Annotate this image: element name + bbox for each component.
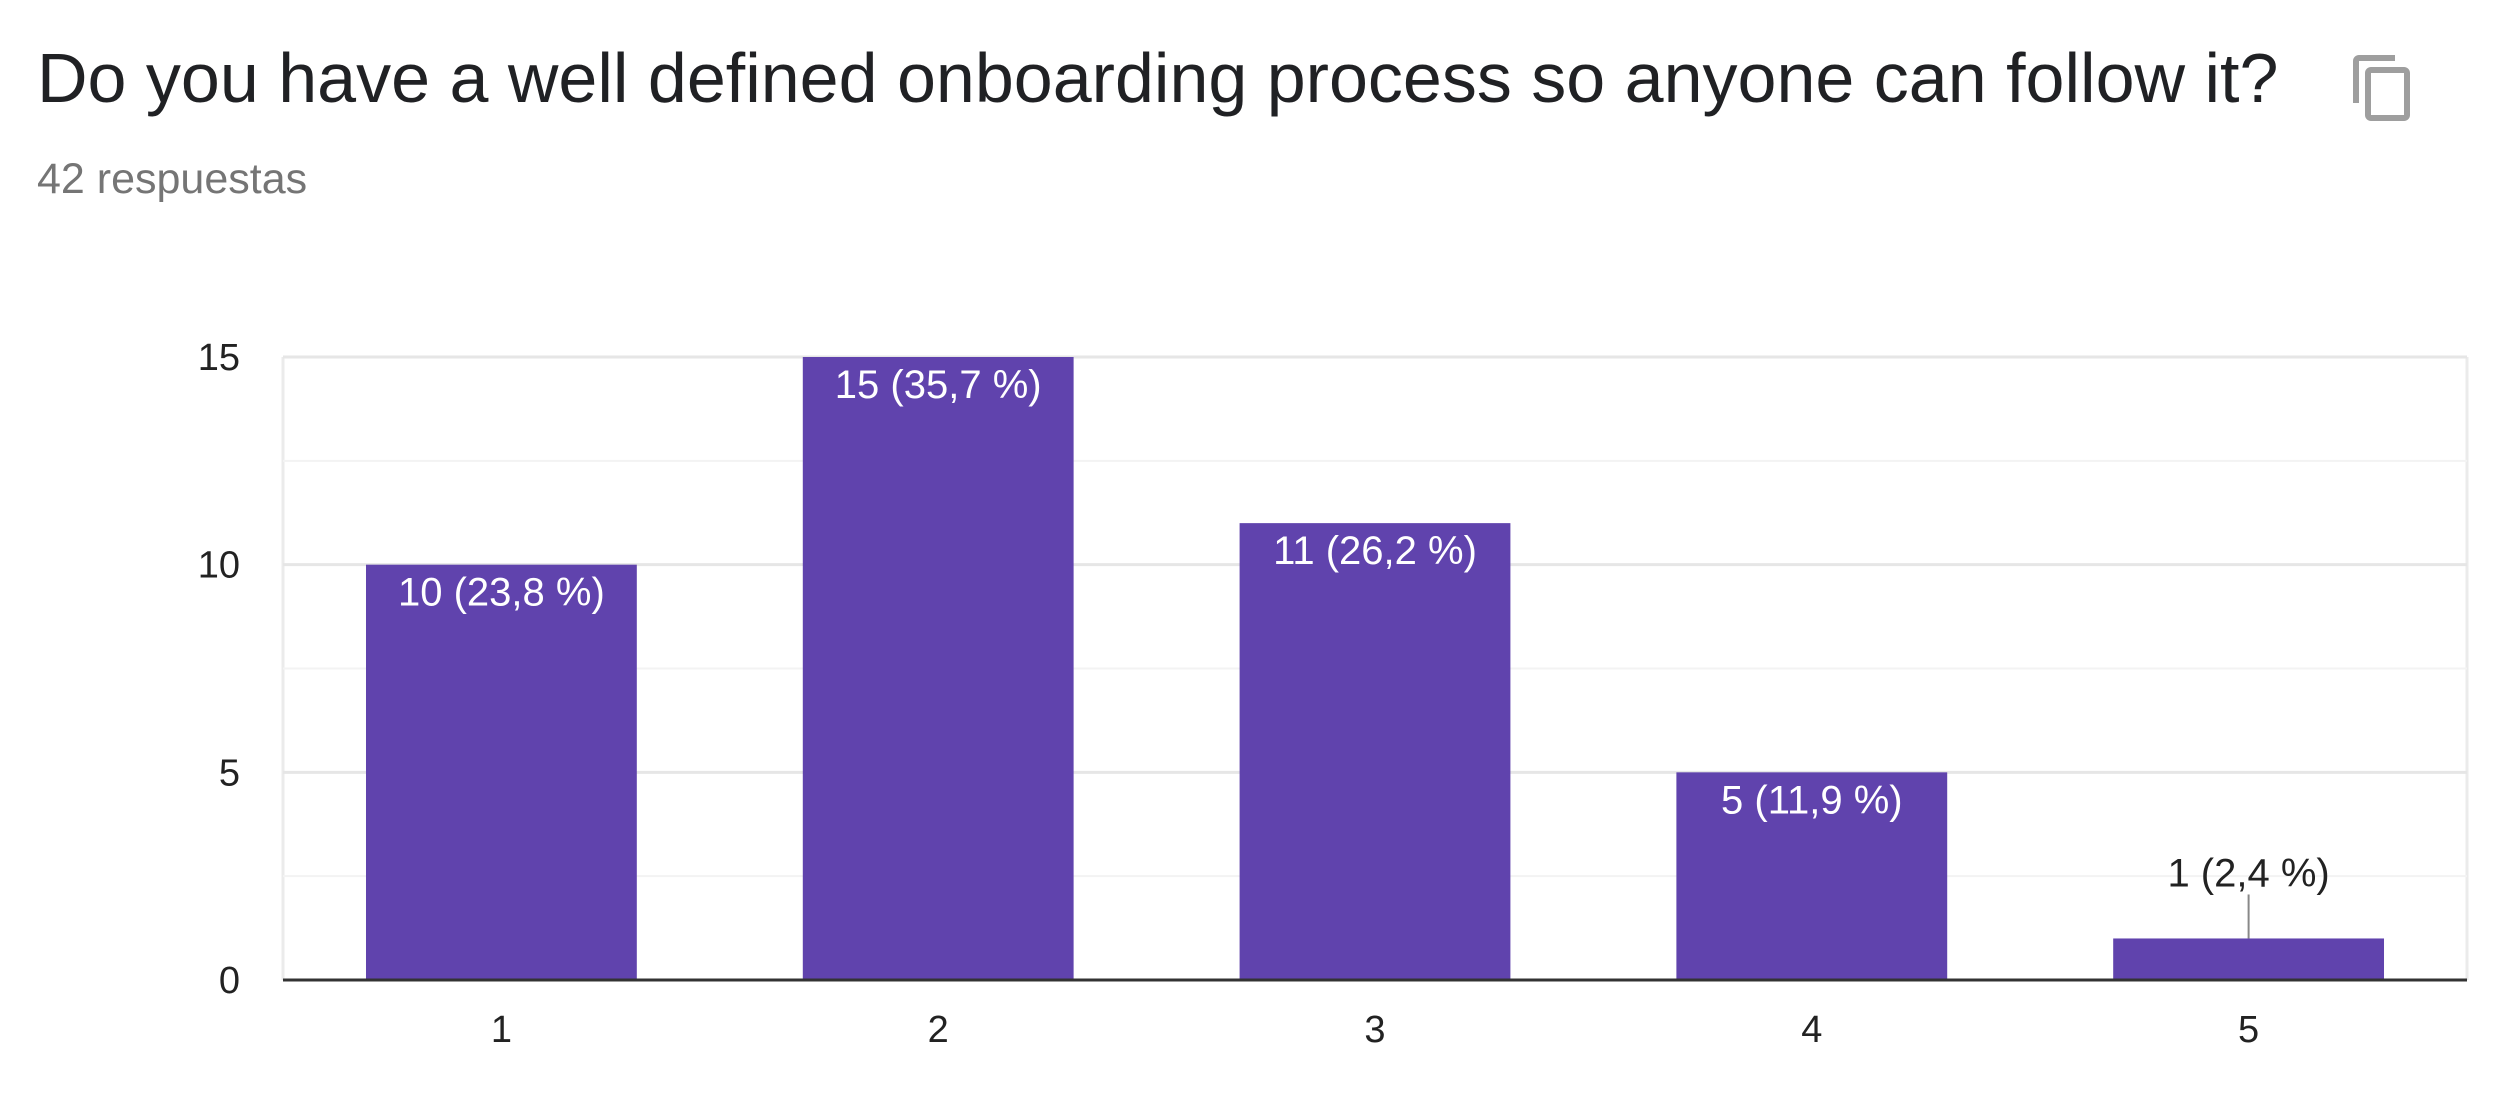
data-label: 1 (2,4 %): [2167, 851, 2329, 895]
x-tick-label: 2: [928, 1009, 949, 1051]
y-tick-label: 10: [198, 545, 240, 587]
chart-data-labels: 10 (23,8 %) 15 (35,7 %) 11 (26,2 %) 5 (11,9…: [398, 363, 2330, 939]
bar-2: [802, 357, 1074, 980]
data-label: 11 (26,2 %): [1273, 529, 1477, 573]
bar-1: [365, 564, 637, 980]
bar-5: [2113, 938, 2385, 980]
y-tick-label: 0: [219, 960, 240, 1002]
x-tick-label: 4: [1801, 1009, 1822, 1051]
y-tick-label: 5: [219, 752, 240, 794]
data-label: 10 (23,8 %): [398, 571, 605, 615]
bar-3: [1239, 523, 1511, 980]
bar-4: [1676, 772, 1948, 980]
chart-axes: 0 5 10 15 1 2 3 4 5: [198, 337, 2467, 1051]
data-label: 5 (11,9 %): [1721, 778, 1903, 822]
copy-icon: [2353, 55, 2410, 121]
data-label: 15 (35,7 %): [835, 363, 1042, 407]
x-tick-label: 1: [491, 1009, 512, 1051]
chart-bars: [365, 357, 2385, 980]
question-title: Do you have a well defined onboarding pr…: [37, 39, 2279, 117]
x-tick-label: 3: [1364, 1009, 1385, 1051]
x-tick-label: 5: [2238, 1009, 2259, 1051]
response-count: 42 respuestas: [37, 155, 308, 203]
copy-chart-button[interactable]: [2347, 48, 2419, 128]
y-tick-label: 15: [198, 337, 240, 379]
